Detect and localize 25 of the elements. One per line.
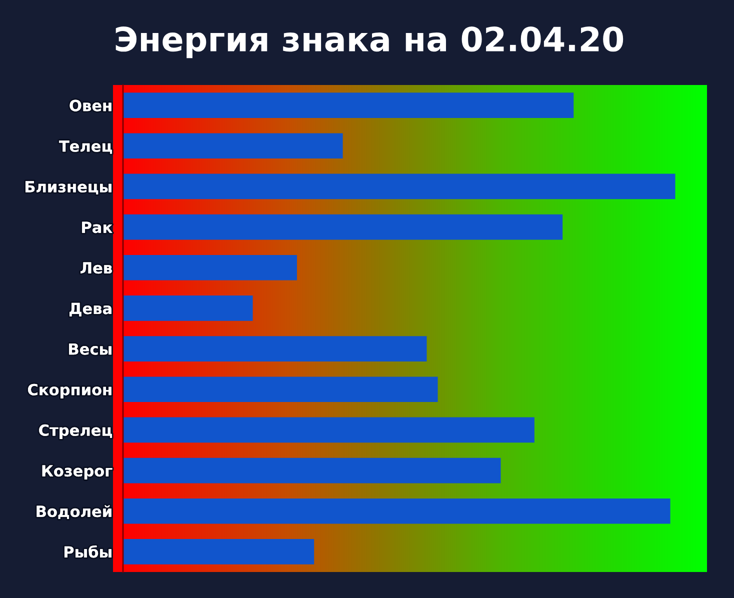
bar (123, 92, 574, 118)
bar (123, 498, 670, 524)
y-tick-label: Козерог (42, 465, 112, 480)
bar (123, 376, 438, 402)
bar (123, 174, 676, 200)
bar (123, 296, 253, 321)
y-tick-label: Рыбы (64, 545, 112, 558)
y-tick-label: Весы (69, 343, 112, 355)
y-tick-label: Телец (58, 140, 112, 154)
y-tick-label: Дева (70, 302, 112, 316)
chart-title: Энергия знака на 02.04.20 (116, 26, 624, 58)
y-tick-label: Овен (70, 100, 112, 112)
y-tick-label: Стрелец (39, 424, 112, 439)
bar (123, 214, 563, 240)
y-tick-label: Рак (82, 222, 112, 234)
bar (123, 458, 501, 484)
y-tick-label: Скорпион (28, 384, 112, 398)
y-tick-label: Близнецы (26, 181, 112, 194)
bar (123, 254, 297, 280)
y-tick-label: Лев (80, 262, 112, 274)
bar (123, 133, 343, 159)
bar (123, 539, 314, 564)
bar (123, 336, 427, 362)
bar (123, 417, 534, 443)
y-tick-label: Водолей (36, 505, 112, 520)
